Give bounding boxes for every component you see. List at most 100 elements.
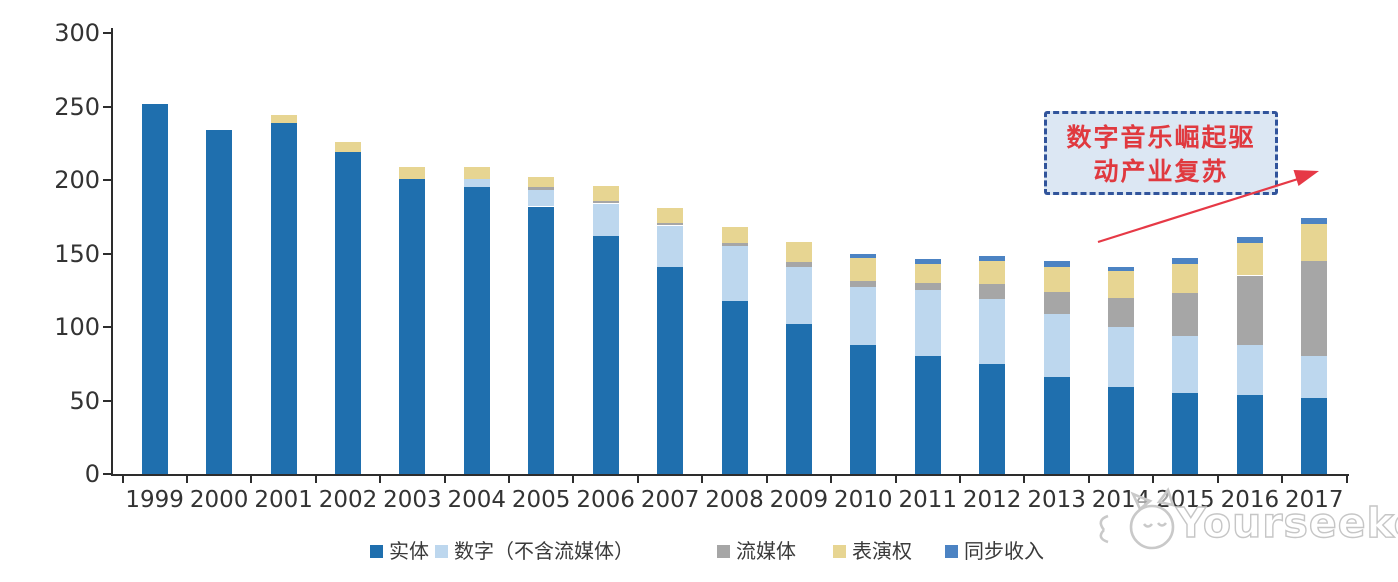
x-axis-tick	[443, 474, 446, 483]
x-axis-tick	[185, 474, 188, 483]
bar-segment	[785, 266, 812, 324]
x-tick-label: 1999	[125, 487, 184, 513]
bar-segment	[979, 256, 1006, 261]
bar-segment	[1301, 397, 1328, 474]
x-tick-label: 2016	[1220, 487, 1280, 513]
bar-segment	[528, 190, 555, 207]
bar-segment	[1301, 218, 1328, 225]
bar-segment	[270, 115, 297, 123]
bar-segment	[335, 141, 361, 153]
bar-segment	[721, 243, 748, 247]
bar-segment	[463, 187, 490, 474]
bar-segment	[785, 324, 812, 474]
bar-segment	[785, 262, 812, 267]
bar-segment	[914, 263, 941, 283]
bar-segment	[528, 206, 555, 474]
bar-segment	[1172, 293, 1199, 336]
bar-segment	[1108, 387, 1134, 474]
bar-segment	[528, 177, 555, 188]
bar-segment	[850, 344, 877, 474]
x-tick-label: 2012	[962, 487, 1022, 513]
x-tick-label: 2014	[1091, 487, 1151, 513]
bar-segment	[850, 257, 877, 282]
bar-segment	[206, 130, 233, 474]
legend-swatch-icon	[717, 544, 730, 558]
y-tick-label: 100	[54, 313, 100, 341]
bar-segment	[721, 246, 748, 301]
bar-segment	[1172, 263, 1199, 294]
bar-segment	[1108, 271, 1134, 298]
x-axis-tick	[701, 474, 704, 483]
bar-segment	[785, 241, 812, 263]
bar-segment	[592, 203, 619, 236]
bar-segment	[1236, 394, 1263, 474]
bar-segment	[657, 207, 684, 223]
x-tick-label: 2013	[1027, 487, 1086, 513]
x-axis-tick	[959, 474, 961, 483]
x-axis-tick	[830, 474, 833, 483]
y-axis-tick	[103, 179, 112, 181]
x-axis-tick	[1023, 474, 1026, 483]
annotation-text-line1: 数字音乐崛起驱	[1066, 123, 1256, 152]
y-tick-label: 250	[54, 92, 100, 121]
bar-segment	[914, 290, 941, 357]
bar-segment	[1043, 291, 1070, 314]
x-axis-tick	[508, 474, 510, 483]
legend-label: 表演权	[852, 539, 912, 563]
x-axis-tick	[121, 474, 124, 483]
bar-segment	[1172, 257, 1199, 264]
bar-segment	[914, 356, 941, 474]
bar-segment	[979, 299, 1006, 364]
bar-segment	[463, 178, 490, 188]
bar-segment	[850, 287, 877, 345]
annotation-text-line2: 动产业复苏	[1093, 157, 1229, 186]
x-tick-label: 2003	[383, 487, 442, 513]
legend-swatch-icon	[945, 544, 958, 558]
bar-segment	[1043, 377, 1070, 474]
y-tick-label: 300	[54, 19, 100, 47]
x-axis-tick	[1152, 474, 1155, 483]
legend-item: 流媒体	[717, 541, 796, 561]
x-axis-line	[111, 474, 1349, 476]
bar-segment	[528, 187, 555, 191]
y-axis-tick	[103, 105, 112, 108]
x-axis-tick	[379, 474, 382, 483]
watermark-text: Yourseeker	[1175, 498, 1398, 547]
bar-segment	[141, 103, 168, 474]
x-axis-tick	[1345, 474, 1348, 483]
bar-segment	[1172, 393, 1199, 474]
bar-segment	[270, 122, 297, 474]
bar-segment	[979, 363, 1006, 475]
bar-segment	[335, 152, 361, 474]
bar-segment	[914, 259, 941, 264]
bar-segment	[721, 227, 748, 244]
x-tick-label: 2001	[254, 487, 313, 513]
x-axis-tick	[572, 474, 575, 483]
x-tick-label: 2004	[447, 487, 507, 513]
bar-segment	[850, 281, 877, 288]
bar-segment	[1108, 297, 1134, 327]
x-tick-label: 2002	[318, 487, 378, 513]
x-axis-tick	[250, 474, 253, 483]
bar-segment	[657, 225, 684, 267]
bar-segment	[1108, 266, 1134, 272]
y-axis-line	[111, 28, 113, 476]
bar-segment	[1108, 327, 1134, 388]
y-axis-tick	[103, 473, 112, 475]
legend-label: 流媒体	[736, 539, 796, 563]
bar-segment	[979, 260, 1006, 285]
legend-label: 同步收入	[964, 539, 1044, 563]
x-tick-label: 2005	[511, 487, 571, 513]
legend-swatch-icon	[435, 544, 448, 558]
bar-segment	[850, 253, 877, 258]
legend-swatch-icon	[833, 544, 846, 558]
bar-segment	[1236, 237, 1263, 244]
y-tick-label: 0	[84, 460, 100, 488]
y-axis-tick	[103, 399, 112, 402]
bar-segment	[1236, 243, 1263, 276]
y-tick-label: 50	[69, 386, 100, 415]
bar-segment	[1301, 356, 1328, 398]
bar-segment	[657, 222, 684, 226]
x-axis-tick	[894, 474, 897, 483]
